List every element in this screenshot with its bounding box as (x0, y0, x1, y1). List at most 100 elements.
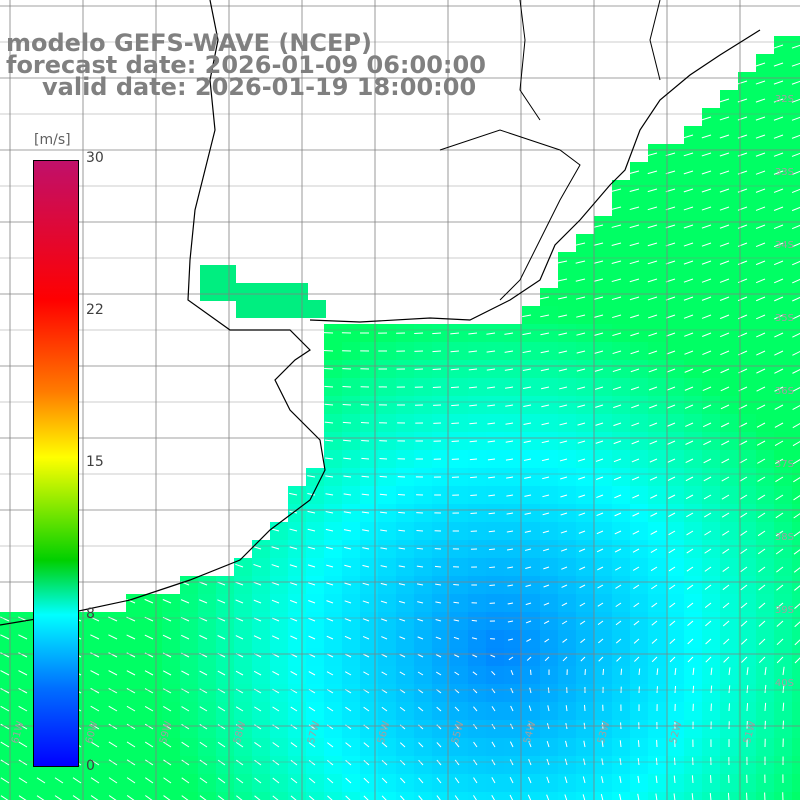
wind-speed-cell (342, 612, 361, 631)
wind-arrow (701, 188, 712, 193)
wind-arrow (719, 206, 730, 211)
wind-arrow (673, 757, 676, 766)
wind-arrow (272, 670, 280, 676)
wind-speed-cell (738, 72, 757, 91)
wind-arrow (774, 296, 784, 302)
wind-arrow (647, 170, 658, 175)
wind-speed-cell (144, 666, 163, 685)
wind-speed-cell (432, 702, 451, 721)
wind-arrow (684, 368, 694, 373)
wind-speed-cell (738, 306, 757, 325)
wind-arrow (217, 724, 226, 730)
wind-arrow (235, 724, 244, 730)
wind-speed-cell (792, 432, 800, 451)
wind-arrow (611, 188, 622, 192)
wind-speed-cell (540, 576, 559, 595)
wind-arrow (363, 759, 370, 766)
wind-arrow (775, 458, 784, 465)
wind-speed-cell (774, 396, 793, 415)
wind-speed-cell (468, 558, 487, 577)
wind-speed-cell (162, 612, 181, 631)
wind-speed-cell (666, 414, 685, 433)
wind-speed-cell (522, 792, 541, 800)
wind-speed-cell (792, 738, 800, 757)
wind-arrow (399, 724, 406, 730)
colorbar-tick: 22 (86, 302, 104, 318)
wind-speed-cell (162, 630, 181, 649)
wind-arrow (471, 619, 478, 622)
wind-speed-cell (216, 684, 235, 703)
wind-speed-cell (774, 252, 793, 271)
wind-arrow (703, 512, 712, 518)
wind-arrow (543, 566, 550, 570)
wind-arrow (470, 476, 478, 479)
wind-speed-cell (666, 198, 685, 217)
wind-arrow (325, 546, 334, 550)
wind-arrow (36, 795, 45, 800)
wind-speed-cell (216, 666, 235, 685)
wind-arrow (0, 652, 10, 658)
wind-speed-cell (396, 648, 415, 667)
wind-arrow (491, 741, 496, 748)
wind-arrow (144, 652, 154, 658)
wind-speed-cell (558, 468, 577, 487)
wind-arrow (651, 656, 658, 663)
wind-speed-cell (738, 630, 757, 649)
wind-speed-cell (630, 306, 649, 325)
wind-speed-cell (666, 306, 685, 325)
wind-speed-cell (648, 342, 667, 361)
wind-arrow (774, 332, 784, 338)
wind-speed-cell (792, 702, 800, 721)
wind-speed-cell (720, 468, 739, 487)
colorbar-tick: 0 (86, 758, 95, 774)
wind-speed-cell (342, 774, 361, 793)
wind-arrow (614, 530, 622, 535)
wind-arrow (505, 422, 514, 425)
wind-arrow (774, 440, 784, 446)
wind-arrow (90, 723, 100, 730)
wind-arrow (108, 687, 118, 694)
wind-speed-cell (234, 558, 253, 577)
wind-speed-cell (666, 396, 685, 415)
wind-arrow (791, 80, 800, 85)
wind-arrow (740, 566, 748, 573)
wind-arrow (486, 332, 496, 335)
wind-arrow (576, 386, 586, 390)
wind-arrow (144, 598, 154, 604)
wind-arrow (719, 116, 730, 121)
wind-arrow (756, 314, 766, 320)
wind-speed-cell (342, 378, 361, 397)
wind-arrow (235, 581, 244, 586)
wind-speed-cell (666, 594, 685, 613)
wind-speed-cell (756, 432, 775, 451)
wind-speed-cell (522, 612, 541, 631)
wind-speed-cell (720, 180, 739, 199)
wind-speed-cell (522, 378, 541, 397)
wind-speed-cell (774, 360, 793, 379)
wind-speed-cell (234, 612, 253, 631)
wind-speed-cell (594, 216, 613, 235)
wind-arrow (468, 368, 478, 371)
wind-arrow (18, 652, 28, 658)
wind-arrow (343, 511, 352, 514)
wind-arrow (90, 759, 100, 766)
wind-speed-cell (270, 594, 289, 613)
wind-speed-cell (360, 756, 379, 775)
wind-arrow (616, 656, 622, 662)
wind-speed-cell (594, 486, 613, 505)
wind-arrow (199, 688, 208, 694)
wind-arrow (649, 440, 658, 445)
wind-speed-cell (180, 594, 199, 613)
wind-speed-cell (774, 576, 793, 595)
wind-arrow (594, 314, 604, 318)
wind-speed-cell (252, 702, 271, 721)
wind-speed-cell (108, 756, 127, 775)
wind-arrow (686, 530, 694, 536)
wind-speed-cell (576, 414, 595, 433)
wind-speed-cell (378, 720, 397, 739)
wind-speed-cell (414, 738, 433, 757)
wind-speed-cell (378, 522, 397, 541)
wind-speed-cell (738, 414, 757, 433)
wind-speed-cell (522, 756, 541, 775)
wind-speed-cell (252, 576, 271, 595)
